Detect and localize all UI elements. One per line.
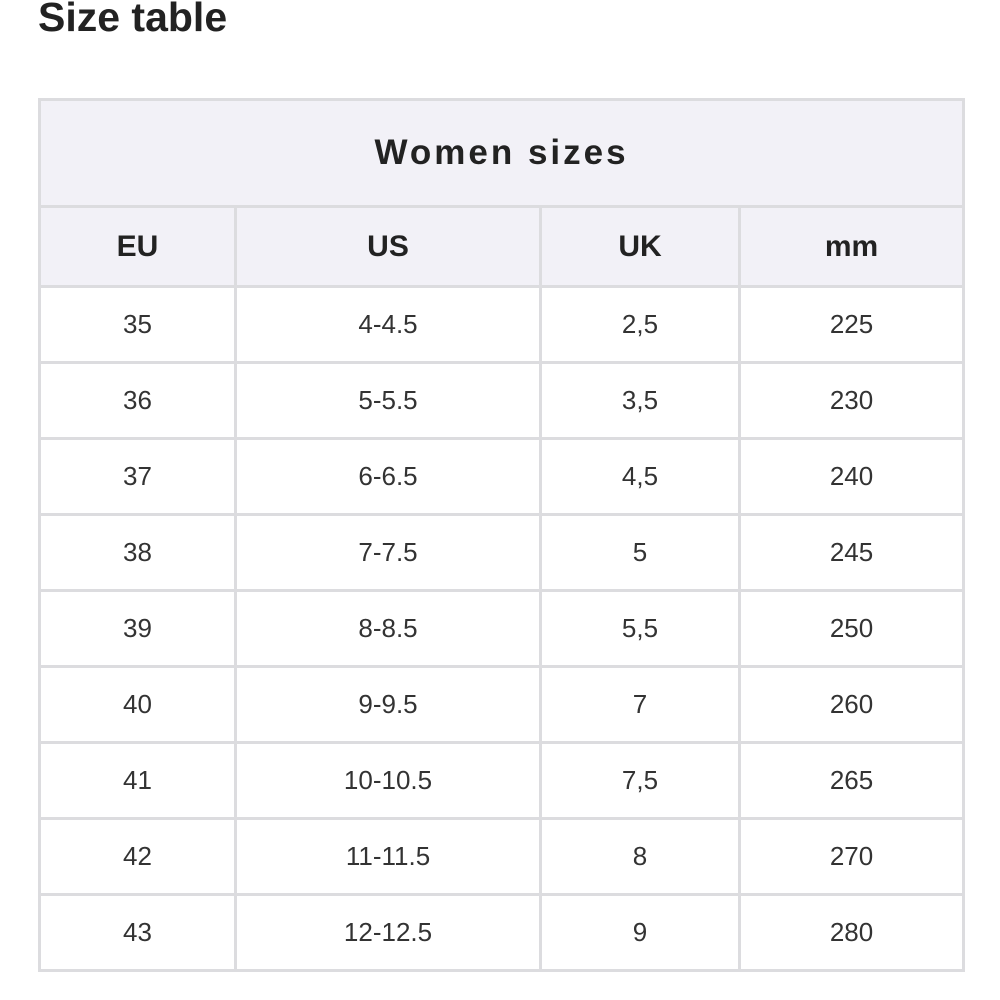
table-row: 38 7-7.5 5 245 — [38, 513, 966, 592]
table-cell: 3,5 — [539, 361, 741, 440]
page-title: Size table — [38, 0, 228, 40]
table-cell: 8-8.5 — [234, 589, 542, 668]
size-table: Women sizes EU US UK mm 35 4-4.5 2,5 225 36 5-5.… — [37, 98, 966, 972]
table-body: 35 4-4.5 2,5 225 36 5-5.5 3,5 230 37 6-6.5 4,5 240 3… — [38, 285, 966, 972]
column-header: mm — [737, 205, 966, 288]
table-cell: 260 — [737, 665, 966, 744]
table-cell: 7 — [539, 665, 741, 744]
table-row: 40 9-9.5 7 260 — [38, 665, 966, 744]
table-cell: 11-11.5 — [234, 817, 542, 896]
table-row: 35 4-4.5 2,5 225 — [38, 285, 966, 364]
column-header: US — [234, 205, 542, 288]
table-cell: 2,5 — [539, 285, 741, 364]
table-row: 41 10-10.5 7,5 265 — [38, 741, 966, 820]
table-cell: 38 — [38, 513, 237, 592]
table-cell: 7-7.5 — [234, 513, 542, 592]
table-cell: 4-4.5 — [234, 285, 542, 364]
table-cell: 6-6.5 — [234, 437, 542, 516]
table-row: 36 5-5.5 3,5 230 — [38, 361, 966, 440]
table-cell: 225 — [737, 285, 966, 364]
table-cell: 230 — [737, 361, 966, 440]
table-cell: 43 — [38, 893, 237, 972]
table-row: 42 11-11.5 8 270 — [38, 817, 966, 896]
table-cell: 9-9.5 — [234, 665, 542, 744]
table-cell: 37 — [38, 437, 237, 516]
table-cell: 250 — [737, 589, 966, 668]
table-cell: 240 — [737, 437, 966, 516]
table-cell: 270 — [737, 817, 966, 896]
table-cell: 265 — [737, 741, 966, 820]
table-cell: 40 — [38, 665, 237, 744]
table-cell: 10-10.5 — [234, 741, 542, 820]
table-row: 43 12-12.5 9 280 — [38, 893, 966, 972]
table-cell: 36 — [38, 361, 237, 440]
table-cell: 4,5 — [539, 437, 741, 516]
table-head: Women sizes EU US UK mm — [37, 98, 966, 288]
table-cell: 5,5 — [539, 589, 741, 668]
table-row: 39 8-8.5 5,5 250 — [38, 589, 966, 668]
table-cell: 12-12.5 — [234, 893, 542, 972]
table-cell: 7,5 — [539, 741, 741, 820]
column-header: EU — [38, 205, 237, 288]
table-caption: Women sizes — [37, 98, 966, 208]
table-cell: 5 — [539, 513, 741, 592]
table-cell: 35 — [38, 285, 237, 364]
table-cell: 245 — [737, 513, 966, 592]
column-header: UK — [539, 205, 741, 288]
table-cell: 42 — [38, 817, 237, 896]
table-cell: 41 — [38, 741, 237, 820]
header-row: EU US UK mm — [38, 205, 966, 288]
table-cell: 5-5.5 — [234, 361, 542, 440]
table-cell: 9 — [539, 893, 741, 972]
caption-row: Women sizes — [37, 98, 966, 208]
table-cell: 8 — [539, 817, 741, 896]
table-row: 37 6-6.5 4,5 240 — [38, 437, 966, 516]
table-cell: 280 — [737, 893, 966, 972]
table-cell: 39 — [38, 589, 237, 668]
